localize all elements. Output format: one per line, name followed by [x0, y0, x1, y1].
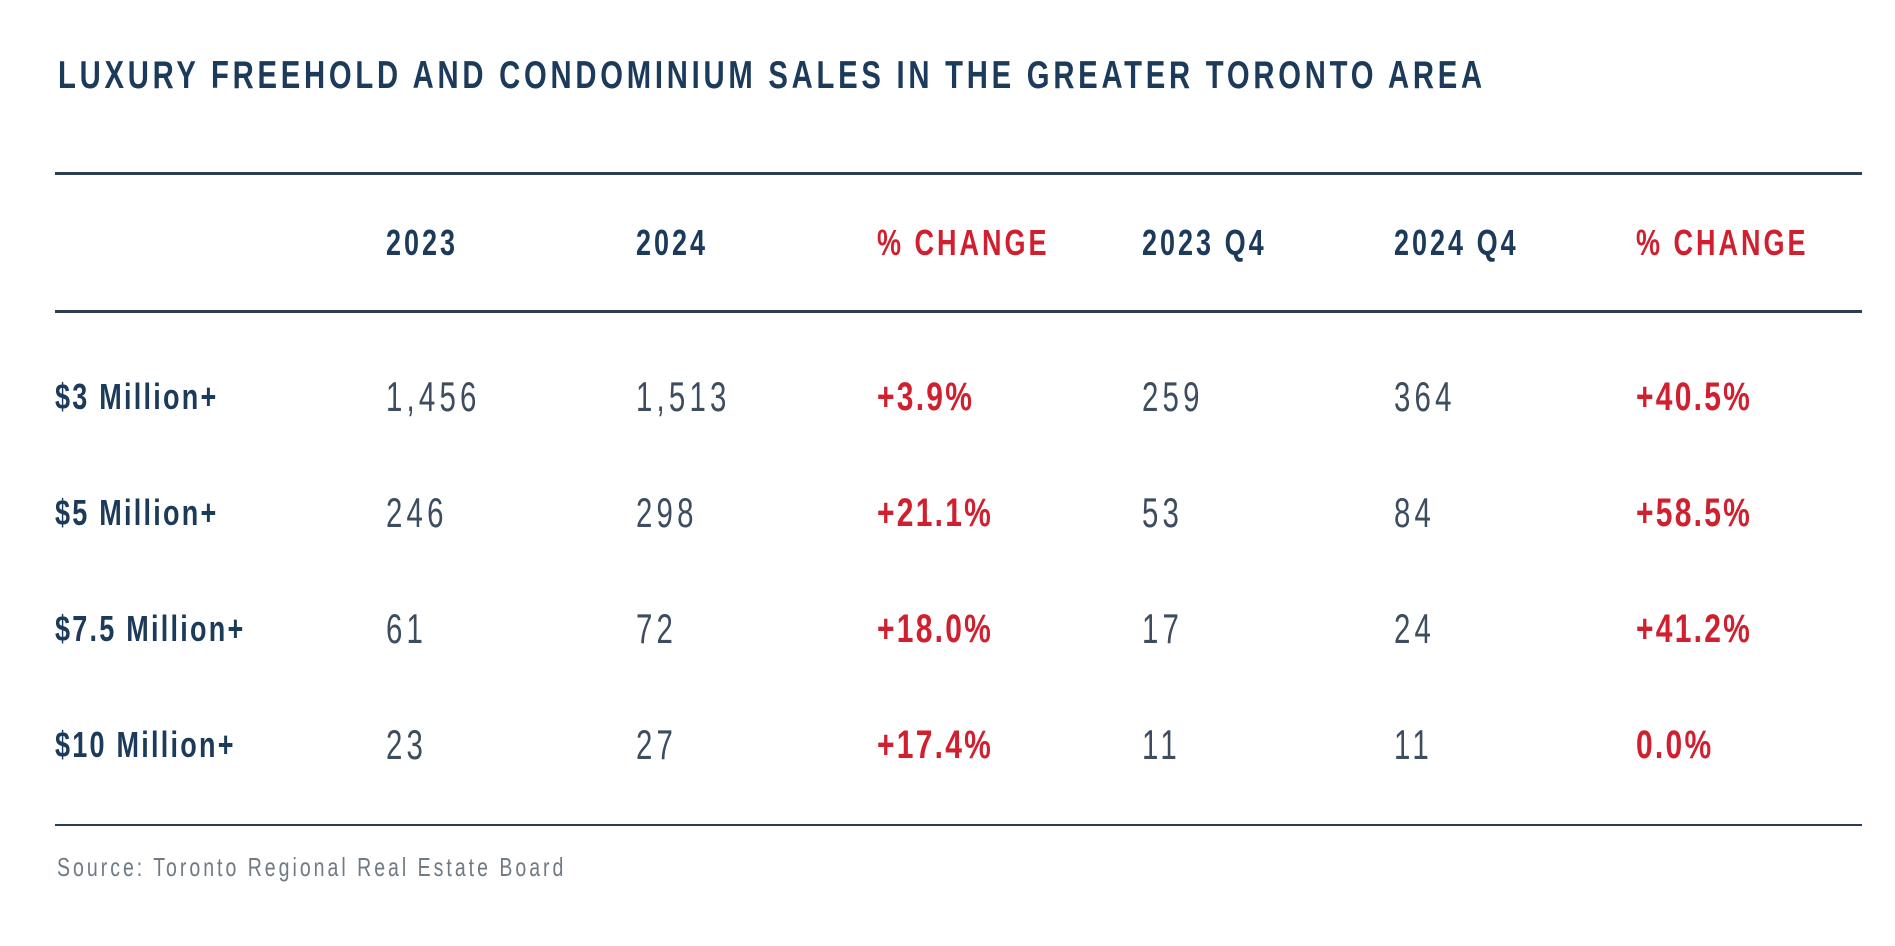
cell-2023-q4: 11: [1142, 721, 1181, 768]
divider-top: [55, 172, 1862, 175]
column-header-yoy-change: % CHANGE: [877, 221, 1050, 263]
cell-2023: 246: [386, 489, 448, 536]
row-label: $5 Million+: [55, 492, 219, 533]
column-header-2024: 2024: [636, 221, 709, 263]
cell-2023-q4: 259: [1142, 373, 1204, 420]
cell-2023: 23: [386, 721, 428, 768]
cell-yoy-change: +21.1%: [877, 491, 994, 535]
cell-q4-change: +58.5%: [1636, 491, 1753, 535]
table-header-row: 2023 2024 % CHANGE 2023 Q4 2024 Q4 % CHA…: [55, 175, 1862, 310]
table-body: $3 Million+ 1,456 1,513 +3.9% 259 364 +4…: [55, 313, 1862, 803]
cell-yoy-change: +17.4%: [877, 723, 994, 767]
cell-2024: 298: [636, 489, 698, 536]
row-label: $3 Million+: [55, 376, 219, 417]
cell-2023-q4: 17: [1142, 605, 1184, 652]
table-row-7-5-million: $7.5 Million+ 61 72 +18.0% 17 24 +41.2%: [55, 571, 1862, 687]
page-title: LUXURY FREEHOLD AND CONDOMINIUM SALES IN…: [58, 54, 1895, 99]
column-header-2023: 2023: [386, 221, 459, 263]
table-row-5-million: $5 Million+ 246 298 +21.1% 53 84 +58.5%: [55, 455, 1862, 571]
cell-q4-change: +41.2%: [1636, 607, 1753, 651]
page-title-text: LUXURY FREEHOLD AND CONDOMINIUM SALES IN…: [58, 54, 1486, 97]
column-header-q4-change: % CHANGE: [1636, 221, 1809, 263]
cell-q4-change: 0.0%: [1636, 723, 1714, 767]
cell-2024-q4: 84: [1394, 489, 1436, 536]
cell-yoy-change: +3.9%: [877, 375, 975, 419]
cell-2024: 72: [636, 605, 678, 652]
cell-2023: 1,456: [386, 373, 481, 420]
row-label: $7.5 Million+: [55, 608, 246, 649]
column-header-row-label: [55, 225, 386, 261]
column-header-2024-q4: 2024 Q4: [1394, 221, 1519, 263]
source-note: Source: Toronto Regional Real Estate Boa…: [57, 852, 567, 882]
cell-2023-q4: 53: [1142, 489, 1184, 536]
divider-header: [55, 310, 1862, 313]
cell-2024-q4: 24: [1394, 605, 1436, 652]
cell-2024-q4: 11: [1394, 721, 1433, 768]
row-label: $10 Million+: [55, 724, 236, 765]
cell-2024-q4: 364: [1394, 373, 1456, 420]
cell-2024: 27: [636, 721, 678, 768]
cell-yoy-change: +18.0%: [877, 607, 994, 651]
cell-q4-change: +40.5%: [1636, 375, 1753, 419]
cell-2023: 61: [386, 605, 428, 652]
cell-2024: 1,513: [636, 373, 731, 420]
divider-bottom: [55, 824, 1862, 826]
table-row-3-million: $3 Million+ 1,456 1,513 +3.9% 259 364 +4…: [55, 339, 1862, 455]
table-row-10-million: $10 Million+ 23 27 +17.4% 11 11 0.0%: [55, 687, 1862, 803]
column-header-2023-q4: 2023 Q4: [1142, 221, 1267, 263]
